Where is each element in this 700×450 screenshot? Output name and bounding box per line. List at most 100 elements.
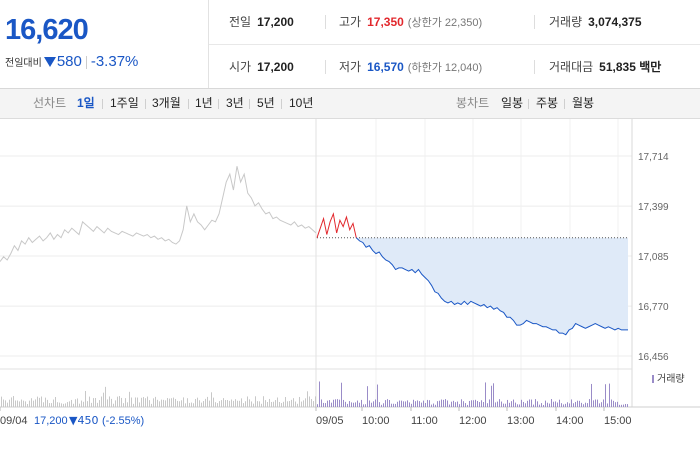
volume-bar <box>231 399 232 407</box>
volume-bar <box>359 402 360 407</box>
volume-bar <box>129 391 130 407</box>
volume-bar <box>239 400 240 407</box>
volume-bar <box>431 404 432 407</box>
volume-bar <box>243 403 244 407</box>
tab-5y[interactable]: 5년 <box>257 96 275 110</box>
volume-bar <box>361 399 362 407</box>
volume-bar <box>313 401 314 407</box>
volume-bar <box>105 386 106 407</box>
volume-bar <box>23 400 24 407</box>
divider <box>145 99 146 109</box>
volume-bar <box>541 403 542 407</box>
volume-bar <box>597 399 598 407</box>
volume-bar <box>309 396 310 407</box>
x-tick-label: 11:00 <box>411 415 438 427</box>
volume-bar <box>297 403 298 407</box>
volume-bar <box>329 400 330 407</box>
x-tick-label: 09/04 <box>0 415 28 427</box>
tab-10y[interactable]: 10년 <box>289 96 314 110</box>
tab-3m[interactable]: 3개월 <box>152 96 181 110</box>
volume-bar <box>175 398 176 407</box>
prev-day-percent: (-2.55%) <box>102 415 144 427</box>
volume-bar <box>295 401 296 407</box>
volume-bar <box>503 403 504 407</box>
volume-bar <box>161 399 162 407</box>
tab-3y[interactable]: 3년 <box>226 96 244 110</box>
tab-1d[interactable]: 1일 <box>77 96 95 110</box>
tab-monthly[interactable]: 월봉 <box>572 96 595 110</box>
volume-bar <box>145 398 146 407</box>
volume-bar <box>67 402 68 407</box>
volume-bar <box>551 399 552 407</box>
volume-bar <box>149 400 150 407</box>
volume-bar <box>435 404 436 407</box>
volume-bar <box>555 401 556 407</box>
volume-bar <box>237 400 238 407</box>
volume-bar <box>121 397 122 407</box>
tab-weekly[interactable]: 주봉 <box>536 96 559 110</box>
volume-bar <box>45 397 46 407</box>
y-tick-label: 16,770 <box>638 302 669 313</box>
chart-tabs: 선차트 1일 1주일 3개월 1년 3년 5년 10년 봉차트 일봉 주봉 월봉 <box>0 89 700 119</box>
volume-bar <box>447 400 448 407</box>
volume-bar <box>241 398 242 407</box>
volume: 거래량 3,074,375 <box>549 15 642 29</box>
volume-bar <box>37 396 38 407</box>
volume-bar <box>123 403 124 407</box>
x-tick-label: 15:00 <box>604 415 632 427</box>
volume-bar <box>227 400 228 407</box>
volume-bar <box>603 399 604 407</box>
volume-bar <box>591 383 592 407</box>
volume-bar <box>107 399 108 407</box>
volume-bar <box>401 400 402 407</box>
tab-1w[interactable]: 1주일 <box>110 96 139 110</box>
volume-bar <box>581 402 582 407</box>
volume-bar <box>489 399 490 407</box>
volume-bar <box>483 402 484 407</box>
volume-bar <box>143 397 144 407</box>
volume-bar <box>377 384 378 407</box>
volume-bar <box>549 403 550 407</box>
x-tick-label: 13:00 <box>507 415 535 427</box>
volume-bar <box>181 400 182 407</box>
volume-bar <box>403 401 404 407</box>
volume-bar <box>585 402 586 407</box>
divider <box>534 60 535 74</box>
volume-bar <box>267 401 268 407</box>
tab-daily[interactable]: 일봉 <box>501 96 524 110</box>
volume-bar <box>179 401 180 407</box>
volume-bar <box>217 403 218 407</box>
volume-bar <box>17 400 18 407</box>
volume-bar <box>333 399 334 407</box>
volume-bar <box>325 403 326 407</box>
volume-bar <box>207 396 208 407</box>
volume-bar <box>109 396 110 407</box>
change-label: 전일대비 <box>5 58 42 69</box>
volume-bar <box>275 400 276 407</box>
volume-bar <box>125 398 126 407</box>
open-price: 시가 17,200 <box>229 60 294 74</box>
divider <box>218 99 219 109</box>
line-chart-label: 선차트 <box>33 96 67 110</box>
volume-bar <box>619 404 620 407</box>
volume-bar <box>471 400 472 407</box>
volume-bar <box>437 401 438 407</box>
tab-1y[interactable]: 1년 <box>195 96 213 110</box>
y-tick-label: 17,399 <box>638 202 669 213</box>
volume-bar <box>301 401 302 407</box>
turnover: 거래대금 51,835 백만 <box>549 60 662 74</box>
volume-bar <box>339 399 340 407</box>
volume-bar <box>183 397 184 407</box>
volume-bar <box>263 396 264 407</box>
volume-bar <box>531 399 532 407</box>
volume-bar <box>475 399 476 407</box>
volume-bar <box>479 402 480 407</box>
volume-bar <box>47 399 48 407</box>
volume-bar <box>85 390 86 407</box>
volume-bar <box>75 399 76 407</box>
volume-bar <box>219 401 220 407</box>
divider <box>325 15 326 29</box>
volume-bar <box>317 404 318 407</box>
volume-bar <box>607 403 608 407</box>
volume-bar <box>353 402 354 407</box>
